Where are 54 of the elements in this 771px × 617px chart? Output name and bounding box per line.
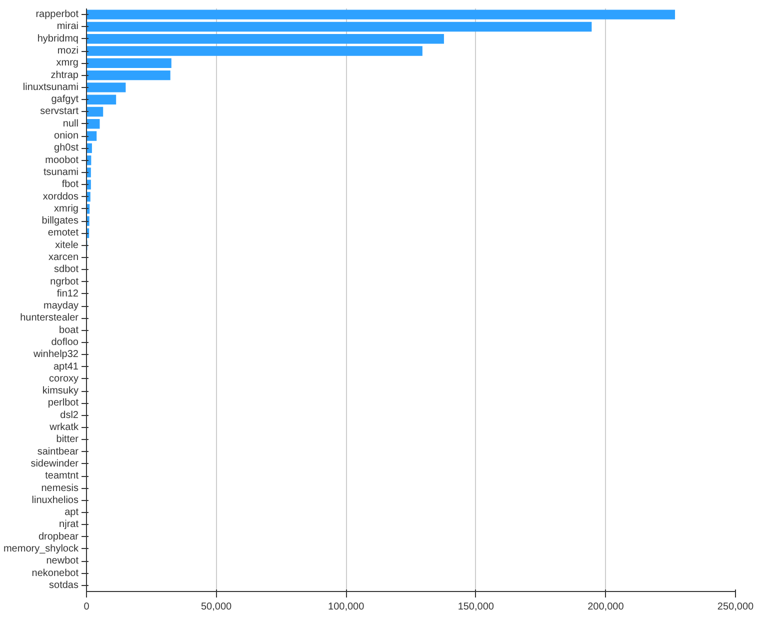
y-tick-label: gh0st xyxy=(54,142,79,154)
y-tick-label: boat xyxy=(59,324,79,336)
x-tick-label: 100,000 xyxy=(328,602,365,612)
y-tick-label: teamtnt xyxy=(45,470,79,482)
y-tick-label: ngrbot xyxy=(50,276,79,288)
y-tick-label: xmrig xyxy=(54,203,79,214)
y-tick-label: dofloo xyxy=(51,337,79,348)
y-tick-label: mirai xyxy=(56,21,79,32)
y-tick-label: njrat xyxy=(59,519,79,530)
y-tick-label: xarcen xyxy=(48,252,78,263)
y-tick-label: moobot xyxy=(45,154,79,166)
y-tick-label: xmrg xyxy=(56,58,79,69)
y-tick-label: xorddos xyxy=(42,191,78,202)
y-tick-label: servstart xyxy=(40,106,79,118)
y-tick-label: hunterstealer xyxy=(20,312,80,324)
y-tick-label: bitter xyxy=(56,434,80,446)
y-tick-label: billgates xyxy=(42,216,79,227)
y-tick-label: perlbot xyxy=(48,398,79,409)
y-tick-label: linuxhelios xyxy=(32,494,79,506)
y-tick-label: gafgyt xyxy=(51,94,79,106)
y-tick-label: tsunami xyxy=(43,166,78,178)
y-tick-label: fbot xyxy=(62,179,79,190)
y-tick-label: apt xyxy=(64,507,79,518)
x-tick-label: 50,000 xyxy=(201,602,232,612)
y-tick-label: coroxy xyxy=(49,373,78,384)
y-tick-label: mozi xyxy=(57,46,79,57)
y-tick-label: fin12 xyxy=(56,288,79,300)
y-tick-label: zhtrap xyxy=(50,70,79,81)
y-tick-label: onion xyxy=(54,130,78,142)
y-tick-label: memory_shylock xyxy=(3,543,80,554)
x-tick-label: 150,000 xyxy=(458,602,494,612)
y-tick-label: dsl2 xyxy=(60,410,79,421)
y-tick-label: saintbear xyxy=(37,446,80,458)
y-tick-label: hybridmq xyxy=(37,33,79,44)
y-tick-label: nemesis xyxy=(41,482,79,494)
y-tick-label: rapperbot xyxy=(36,9,79,20)
x-tick-label: 0 xyxy=(84,602,90,612)
y-tick-label: nekonebot xyxy=(32,568,79,579)
y-tick-label: null xyxy=(62,118,79,130)
y-tick-label: wrkatk xyxy=(48,422,80,434)
y-tick-label: sdbot xyxy=(54,264,79,276)
y-tick-label: xitele xyxy=(55,240,79,251)
y-tick-label: sotdas xyxy=(49,580,79,591)
x-tick-label: 200,000 xyxy=(588,602,624,612)
y-tick-label: winhelp32 xyxy=(32,349,79,360)
y-tick-label: newbot xyxy=(46,556,79,567)
y-tick-label: sidewinder xyxy=(30,458,80,470)
y-tick-label: dropbear xyxy=(38,531,80,542)
y-tick-label: linuxtsunami xyxy=(22,82,79,93)
y-tick-label: apt41 xyxy=(53,361,79,372)
y-tick-label: mayday xyxy=(43,300,78,312)
x-tick-label: 250,000 xyxy=(717,602,754,612)
y-tick-label: kimsuky xyxy=(42,386,79,397)
y-tick-label: emotet xyxy=(48,228,79,239)
